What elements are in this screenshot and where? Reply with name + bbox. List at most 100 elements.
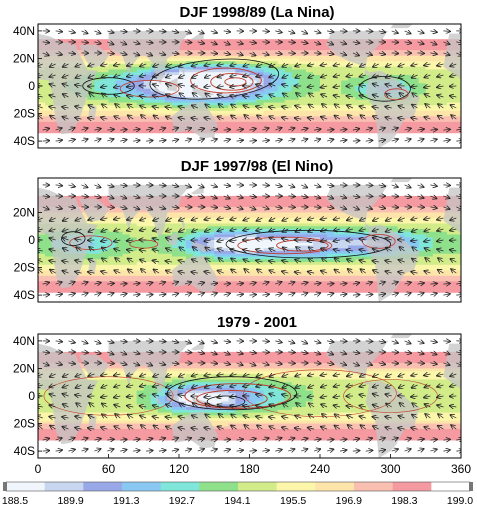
wind-vector <box>38 96 43 97</box>
wind-vector <box>152 238 160 240</box>
wind-vector <box>437 426 444 430</box>
wind-vector <box>257 115 263 119</box>
wind-vector <box>327 341 334 342</box>
wind-vector <box>378 185 386 186</box>
wind-vector <box>107 283 114 284</box>
wind-vector <box>301 42 308 44</box>
wind-vector <box>55 363 63 365</box>
land-mass <box>166 231 178 246</box>
colorbar-swatch <box>44 482 84 491</box>
wind-vector <box>75 85 82 86</box>
wind-vector <box>398 272 405 273</box>
wind-vector <box>404 31 411 34</box>
wind-vector <box>230 218 237 220</box>
wind-vector <box>307 118 315 120</box>
wind-vector <box>197 128 205 130</box>
wind-vector <box>102 414 108 418</box>
colorbar-swatch <box>199 482 239 491</box>
wind-vector <box>282 238 289 240</box>
wind-vector <box>282 385 289 388</box>
contour-line <box>243 369 397 417</box>
wind-vector <box>38 229 43 231</box>
wind-vector <box>126 385 134 387</box>
wind-vector <box>313 196 321 199</box>
wind-vector <box>62 229 69 232</box>
wind-vector <box>236 363 244 366</box>
wind-vector <box>223 185 231 186</box>
x-tick-label: 300 <box>380 462 400 476</box>
contour-line <box>82 77 135 95</box>
wind-vector <box>81 438 89 440</box>
wind-vector <box>115 104 121 108</box>
wind-vector <box>243 218 250 221</box>
wind-vector <box>88 385 95 388</box>
wind-vector <box>141 115 147 119</box>
wind-vector <box>230 86 237 87</box>
wind-vector <box>101 403 108 407</box>
wind-vector <box>243 229 250 231</box>
wind-vector <box>171 341 179 343</box>
wind-vector <box>49 405 56 407</box>
wind-vector <box>81 293 89 295</box>
wind-vector <box>184 42 192 43</box>
wind-vector <box>210 129 218 130</box>
wind-vector <box>75 260 82 262</box>
wind-vector <box>378 282 386 284</box>
wind-vector <box>417 129 425 130</box>
wind-vector <box>352 141 360 142</box>
wind-vector <box>327 53 334 54</box>
wind-vector <box>333 75 341 77</box>
wind-vector <box>327 185 334 186</box>
wind-vector <box>398 416 405 418</box>
land-mass <box>108 30 191 85</box>
wind-vector <box>327 293 334 295</box>
wind-vector <box>282 93 289 97</box>
wind-vector <box>275 128 282 131</box>
wind-vector <box>158 31 166 32</box>
wind-vector <box>55 282 63 284</box>
wind-vector <box>113 396 121 398</box>
wind-vector <box>101 229 108 232</box>
wind-vector <box>217 374 224 376</box>
wind-vector <box>424 396 431 398</box>
wind-vector <box>294 428 302 429</box>
wind-vector <box>391 139 399 141</box>
wind-vector <box>411 374 418 376</box>
wind-vector <box>204 271 211 273</box>
wind-vector <box>450 385 457 387</box>
wind-vector <box>88 75 95 78</box>
wind-vector <box>378 438 386 440</box>
wind-vector <box>378 363 386 365</box>
wind-vector <box>179 403 186 407</box>
wind-vector <box>385 229 392 232</box>
wind-vector <box>210 352 218 355</box>
wind-vector <box>449 406 457 407</box>
wind-vector <box>365 363 373 365</box>
wind-vector <box>365 438 373 440</box>
wind-vector <box>101 271 108 273</box>
contour-line <box>206 395 246 408</box>
wind-vector <box>38 260 43 262</box>
wind-vector <box>352 283 360 285</box>
wind-vector <box>146 438 153 440</box>
y-tick-label: 20S <box>14 261 35 275</box>
wind-vector <box>275 207 282 208</box>
wind-vector <box>372 405 379 408</box>
wind-vector <box>204 64 211 66</box>
wind-vector <box>333 229 341 231</box>
wind-vector <box>404 196 412 197</box>
wind-vector <box>443 129 450 130</box>
wind-vector <box>146 282 153 284</box>
wind-vector <box>179 385 186 388</box>
wind-vector <box>269 218 276 221</box>
wind-vector <box>307 428 315 430</box>
panel-title: DJF 1997/98 (El Nino) <box>181 158 334 175</box>
wind-vector <box>184 31 192 34</box>
wind-vector <box>152 95 160 97</box>
wind-vector <box>437 396 444 397</box>
wind-vector <box>386 247 392 251</box>
wind-vector <box>424 94 431 97</box>
wind-vector <box>204 396 211 397</box>
wind-vector <box>333 374 341 376</box>
wind-vector <box>438 104 444 108</box>
